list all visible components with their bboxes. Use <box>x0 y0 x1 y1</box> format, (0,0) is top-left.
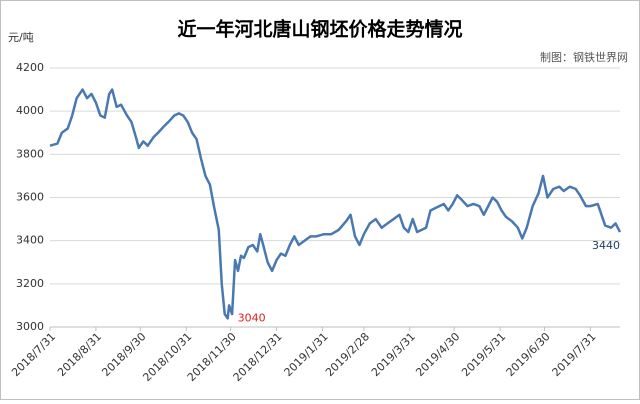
annotation: 3440 <box>592 239 620 252</box>
price-line <box>49 88 622 320</box>
source: 制图：钢铁世界网 <box>540 51 628 64</box>
y-tick-label: 3800 <box>16 147 44 160</box>
y-tick-label: 4200 <box>16 61 44 74</box>
y-tick-label: 3000 <box>16 320 44 333</box>
y-axis-label: 元/吨 <box>8 31 34 44</box>
annotation: 3040 <box>238 311 266 324</box>
y-tick-label: 3200 <box>16 277 44 290</box>
y-tick-label: 3600 <box>16 191 44 204</box>
y-tick-label: 4000 <box>16 104 44 117</box>
chart-title: 近一年河北唐山钢坯价格走势情况 <box>177 18 462 41</box>
y-tick-label: 3400 <box>16 234 44 247</box>
